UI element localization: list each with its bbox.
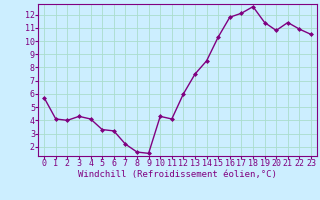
X-axis label: Windchill (Refroidissement éolien,°C): Windchill (Refroidissement éolien,°C) (78, 170, 277, 179)
